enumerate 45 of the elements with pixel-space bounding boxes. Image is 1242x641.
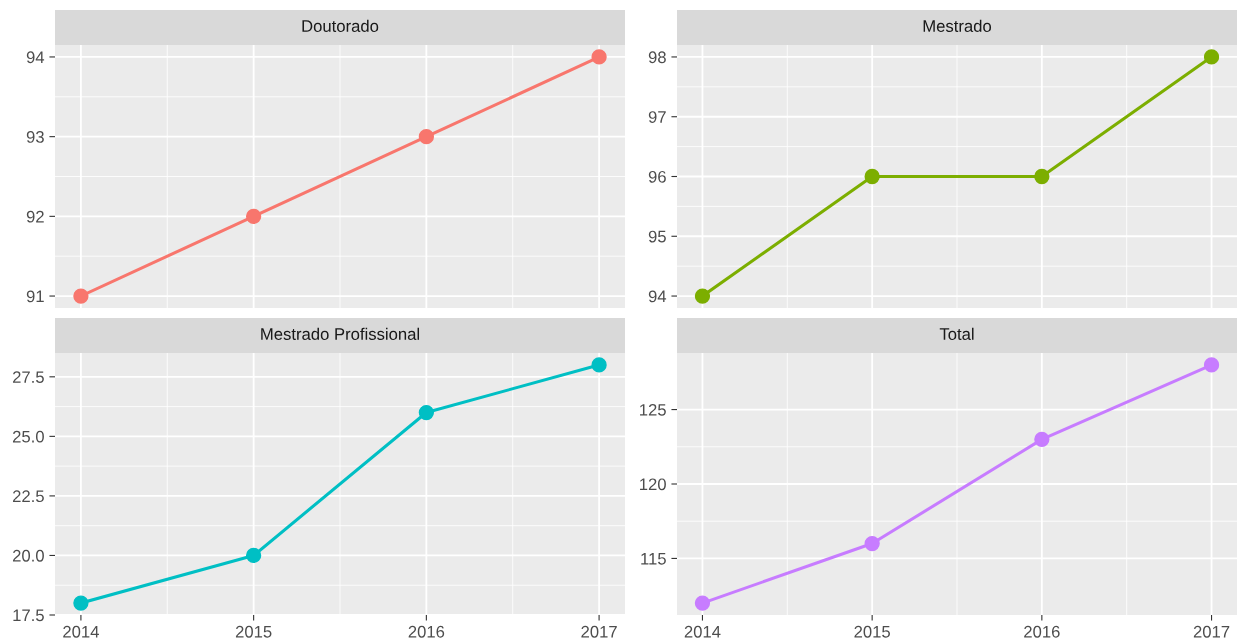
- y-tick-label: 91: [26, 290, 44, 303]
- point: [864, 168, 880, 185]
- point: [864, 535, 880, 552]
- x-tick-label: 2014: [684, 625, 721, 638]
- y-tick-label: 22.5: [12, 490, 44, 503]
- point: [1034, 431, 1050, 447]
- x-tick-label: 2017: [581, 625, 617, 638]
- point: [591, 49, 607, 65]
- y-tick-label: 120: [640, 478, 666, 491]
- chart-title: Mestrado Profissional: [261, 327, 420, 340]
- y-tick-label: 94: [648, 290, 667, 303]
- y-tick-label: 25.0: [12, 430, 44, 443]
- chart-title: Total: [939, 327, 974, 340]
- point: [73, 595, 89, 611]
- y-tick-label: 92: [26, 210, 44, 223]
- point: [245, 208, 262, 224]
- y-tick-label: 27.5: [12, 371, 44, 384]
- point: [591, 357, 607, 373]
- point: [73, 288, 89, 304]
- y-tick-label: 94: [26, 51, 45, 64]
- y-tick-label: 93: [26, 131, 44, 143]
- point: [1203, 49, 1220, 65]
- point: [418, 129, 435, 145]
- y-tick-label: 97: [648, 111, 666, 123]
- y-tick-label: 95: [648, 230, 666, 243]
- y-tick-label: 20.0: [12, 549, 44, 562]
- point: [694, 595, 711, 611]
- point: [1034, 168, 1050, 185]
- x-tick-label: 2015: [854, 625, 890, 638]
- y-tick-label: 96: [648, 170, 666, 183]
- y-tick-label: 115: [641, 553, 666, 565]
- x-tick-label: 2015: [235, 625, 272, 638]
- x-tick-label: 2014: [63, 625, 99, 638]
- point: [418, 404, 435, 421]
- chart-title: Doutorado: [302, 19, 379, 32]
- point: [245, 547, 262, 564]
- y-tick-label: 125: [640, 403, 666, 416]
- y-tick-label: 98: [648, 51, 666, 64]
- chart-title: Mestrado: [923, 19, 992, 32]
- point: [694, 288, 711, 304]
- x-tick-label: 2016: [408, 625, 445, 638]
- y-tick-label: 17.5: [13, 609, 44, 622]
- x-tick-label: 2017: [1193, 625, 1230, 638]
- point: [1203, 357, 1220, 373]
- x-tick-label: 2016: [1024, 625, 1060, 638]
